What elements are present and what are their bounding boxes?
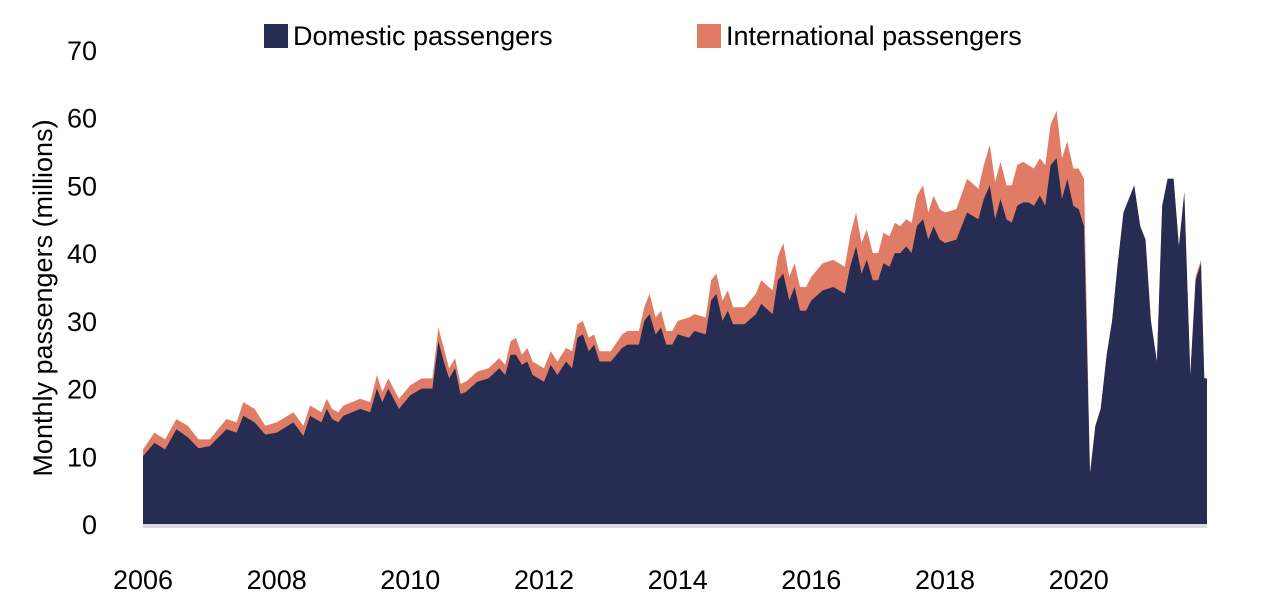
y-tick-label: 60 bbox=[67, 104, 97, 134]
y-tick-label: 70 bbox=[67, 36, 97, 66]
x-axis-ticks: 2006 2008 2010 2012 2014 2016 2018 2020 bbox=[113, 565, 1109, 595]
y-tick-label: 0 bbox=[82, 510, 97, 540]
y-tick-label: 40 bbox=[67, 239, 97, 269]
area-domestic-passengers bbox=[143, 158, 1207, 525]
x-axis-baseline bbox=[143, 524, 1207, 528]
x-tick-label: 2020 bbox=[1049, 565, 1109, 595]
x-tick-label: 2008 bbox=[247, 565, 307, 595]
x-tick-label: 2016 bbox=[781, 565, 841, 595]
chart-areas bbox=[143, 110, 1207, 528]
y-tick-label: 10 bbox=[67, 442, 97, 472]
legend-swatch-domestic bbox=[264, 24, 288, 48]
x-tick-label: 2010 bbox=[380, 565, 440, 595]
y-tick-label: 50 bbox=[67, 171, 97, 201]
legend-swatch-international bbox=[697, 24, 721, 48]
legend: Domestic passengers International passen… bbox=[264, 21, 1022, 51]
x-tick-label: 2006 bbox=[113, 565, 173, 595]
x-tick-label: 2014 bbox=[648, 565, 708, 595]
y-axis-ticks: 0 10 20 30 40 50 60 70 bbox=[67, 36, 97, 540]
y-tick-label: 20 bbox=[67, 375, 97, 405]
legend-label-international: International passengers bbox=[726, 21, 1022, 51]
legend-label-domestic: Domestic passengers bbox=[293, 21, 553, 51]
x-tick-label: 2012 bbox=[514, 565, 574, 595]
y-axis-title: Monthly passengers (millions) bbox=[28, 119, 58, 476]
x-tick-label: 2018 bbox=[915, 565, 975, 595]
y-tick-label: 30 bbox=[67, 307, 97, 337]
